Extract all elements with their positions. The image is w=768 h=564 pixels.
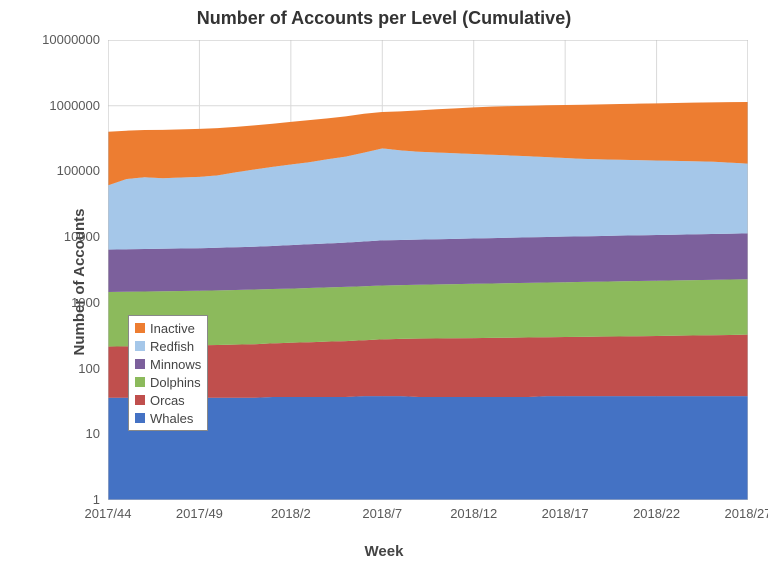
legend-item-orcas: Orcas <box>135 391 201 409</box>
y-tick: 100000 <box>0 163 100 178</box>
legend-swatch <box>135 341 145 351</box>
y-tick: 1000000 <box>0 98 100 113</box>
legend-swatch <box>135 323 145 333</box>
legend-swatch <box>135 359 145 369</box>
legend-item-dolphins: Dolphins <box>135 373 201 391</box>
x-tick: 2017/49 <box>159 506 239 521</box>
x-tick: 2018/17 <box>525 506 605 521</box>
legend-swatch <box>135 413 145 423</box>
legend-swatch <box>135 395 145 405</box>
legend-label: Whales <box>150 411 193 426</box>
legend-label: Dolphins <box>150 375 201 390</box>
y-tick: 10000 <box>0 229 100 244</box>
y-tick: 1000 <box>0 295 100 310</box>
y-tick: 10 <box>0 426 100 441</box>
x-tick: 2017/44 <box>68 506 148 521</box>
legend-item-minnows: Minnows <box>135 355 201 373</box>
legend-label: Redfish <box>150 339 194 354</box>
chart-title: Number of Accounts per Level (Cumulative… <box>0 8 768 29</box>
x-tick: 2018/2 <box>251 506 331 521</box>
legend: Inactive Redfish Minnows Dolphins Orcas Whale… <box>128 315 208 431</box>
x-tick: 2018/27 <box>708 506 768 521</box>
x-axis-label: Week <box>0 543 768 560</box>
x-tick: 2018/12 <box>434 506 514 521</box>
legend-label: Inactive <box>150 321 195 336</box>
plot-area <box>108 40 748 500</box>
y-tick: 10000000 <box>0 32 100 47</box>
legend-item-inactive: Inactive <box>135 319 201 337</box>
x-tick: 2018/7 <box>342 506 422 521</box>
chart-container: Number of Accounts per Level (Cumulative… <box>0 0 768 564</box>
x-tick: 2018/22 <box>617 506 697 521</box>
legend-swatch <box>135 377 145 387</box>
legend-label: Orcas <box>150 393 185 408</box>
y-tick: 1 <box>0 492 100 507</box>
legend-label: Minnows <box>150 357 201 372</box>
legend-item-redfish: Redfish <box>135 337 201 355</box>
y-tick: 100 <box>0 361 100 376</box>
legend-item-whales: Whales <box>135 409 201 427</box>
